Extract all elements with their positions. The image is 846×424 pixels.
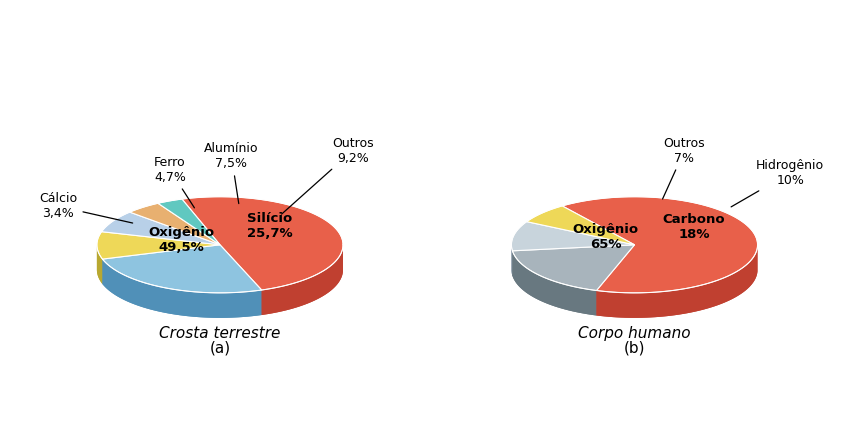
Polygon shape [102,212,220,245]
Polygon shape [563,197,757,293]
Text: Hidrogênio
10%: Hidrogênio 10% [731,159,824,207]
Text: Alumínio
7,5%: Alumínio 7,5% [204,142,259,204]
Polygon shape [158,199,220,245]
Text: Oxigênio
49,5%: Oxigênio 49,5% [148,226,215,254]
Text: Outros
7%: Outros 7% [662,137,706,199]
Polygon shape [512,245,513,276]
Polygon shape [513,245,634,290]
Polygon shape [512,222,634,251]
Text: Oxigênio
65%: Oxigênio 65% [573,223,639,251]
Text: Crosta terrestre: Crosta terrestre [159,326,281,341]
Polygon shape [97,245,102,284]
Polygon shape [97,232,220,259]
Polygon shape [513,251,596,315]
Polygon shape [596,246,757,318]
Text: Ferro
4,7%: Ferro 4,7% [154,156,195,208]
Text: Cálcio
3,4%: Cálcio 3,4% [40,192,133,223]
Text: Corpo humano: Corpo humano [578,326,691,341]
Polygon shape [220,245,261,315]
Polygon shape [527,206,634,245]
Polygon shape [512,245,513,276]
Polygon shape [97,245,102,284]
Polygon shape [596,245,634,315]
Polygon shape [513,245,634,276]
Polygon shape [102,245,220,284]
Polygon shape [513,245,634,276]
Polygon shape [182,197,343,290]
Polygon shape [220,245,261,315]
Text: Carbono
18%: Carbono 18% [662,214,725,242]
Polygon shape [102,259,261,318]
Polygon shape [596,245,634,315]
Polygon shape [596,246,757,318]
Polygon shape [102,259,261,318]
Text: Silício
25,7%: Silício 25,7% [247,212,293,240]
Text: Outros
9,2%: Outros 9,2% [282,137,373,214]
Polygon shape [261,246,343,315]
Text: (b): (b) [624,340,645,355]
Polygon shape [129,203,220,245]
Polygon shape [102,245,220,284]
Polygon shape [261,246,343,315]
Polygon shape [102,245,261,293]
Polygon shape [513,251,596,315]
Text: (a): (a) [210,340,230,355]
